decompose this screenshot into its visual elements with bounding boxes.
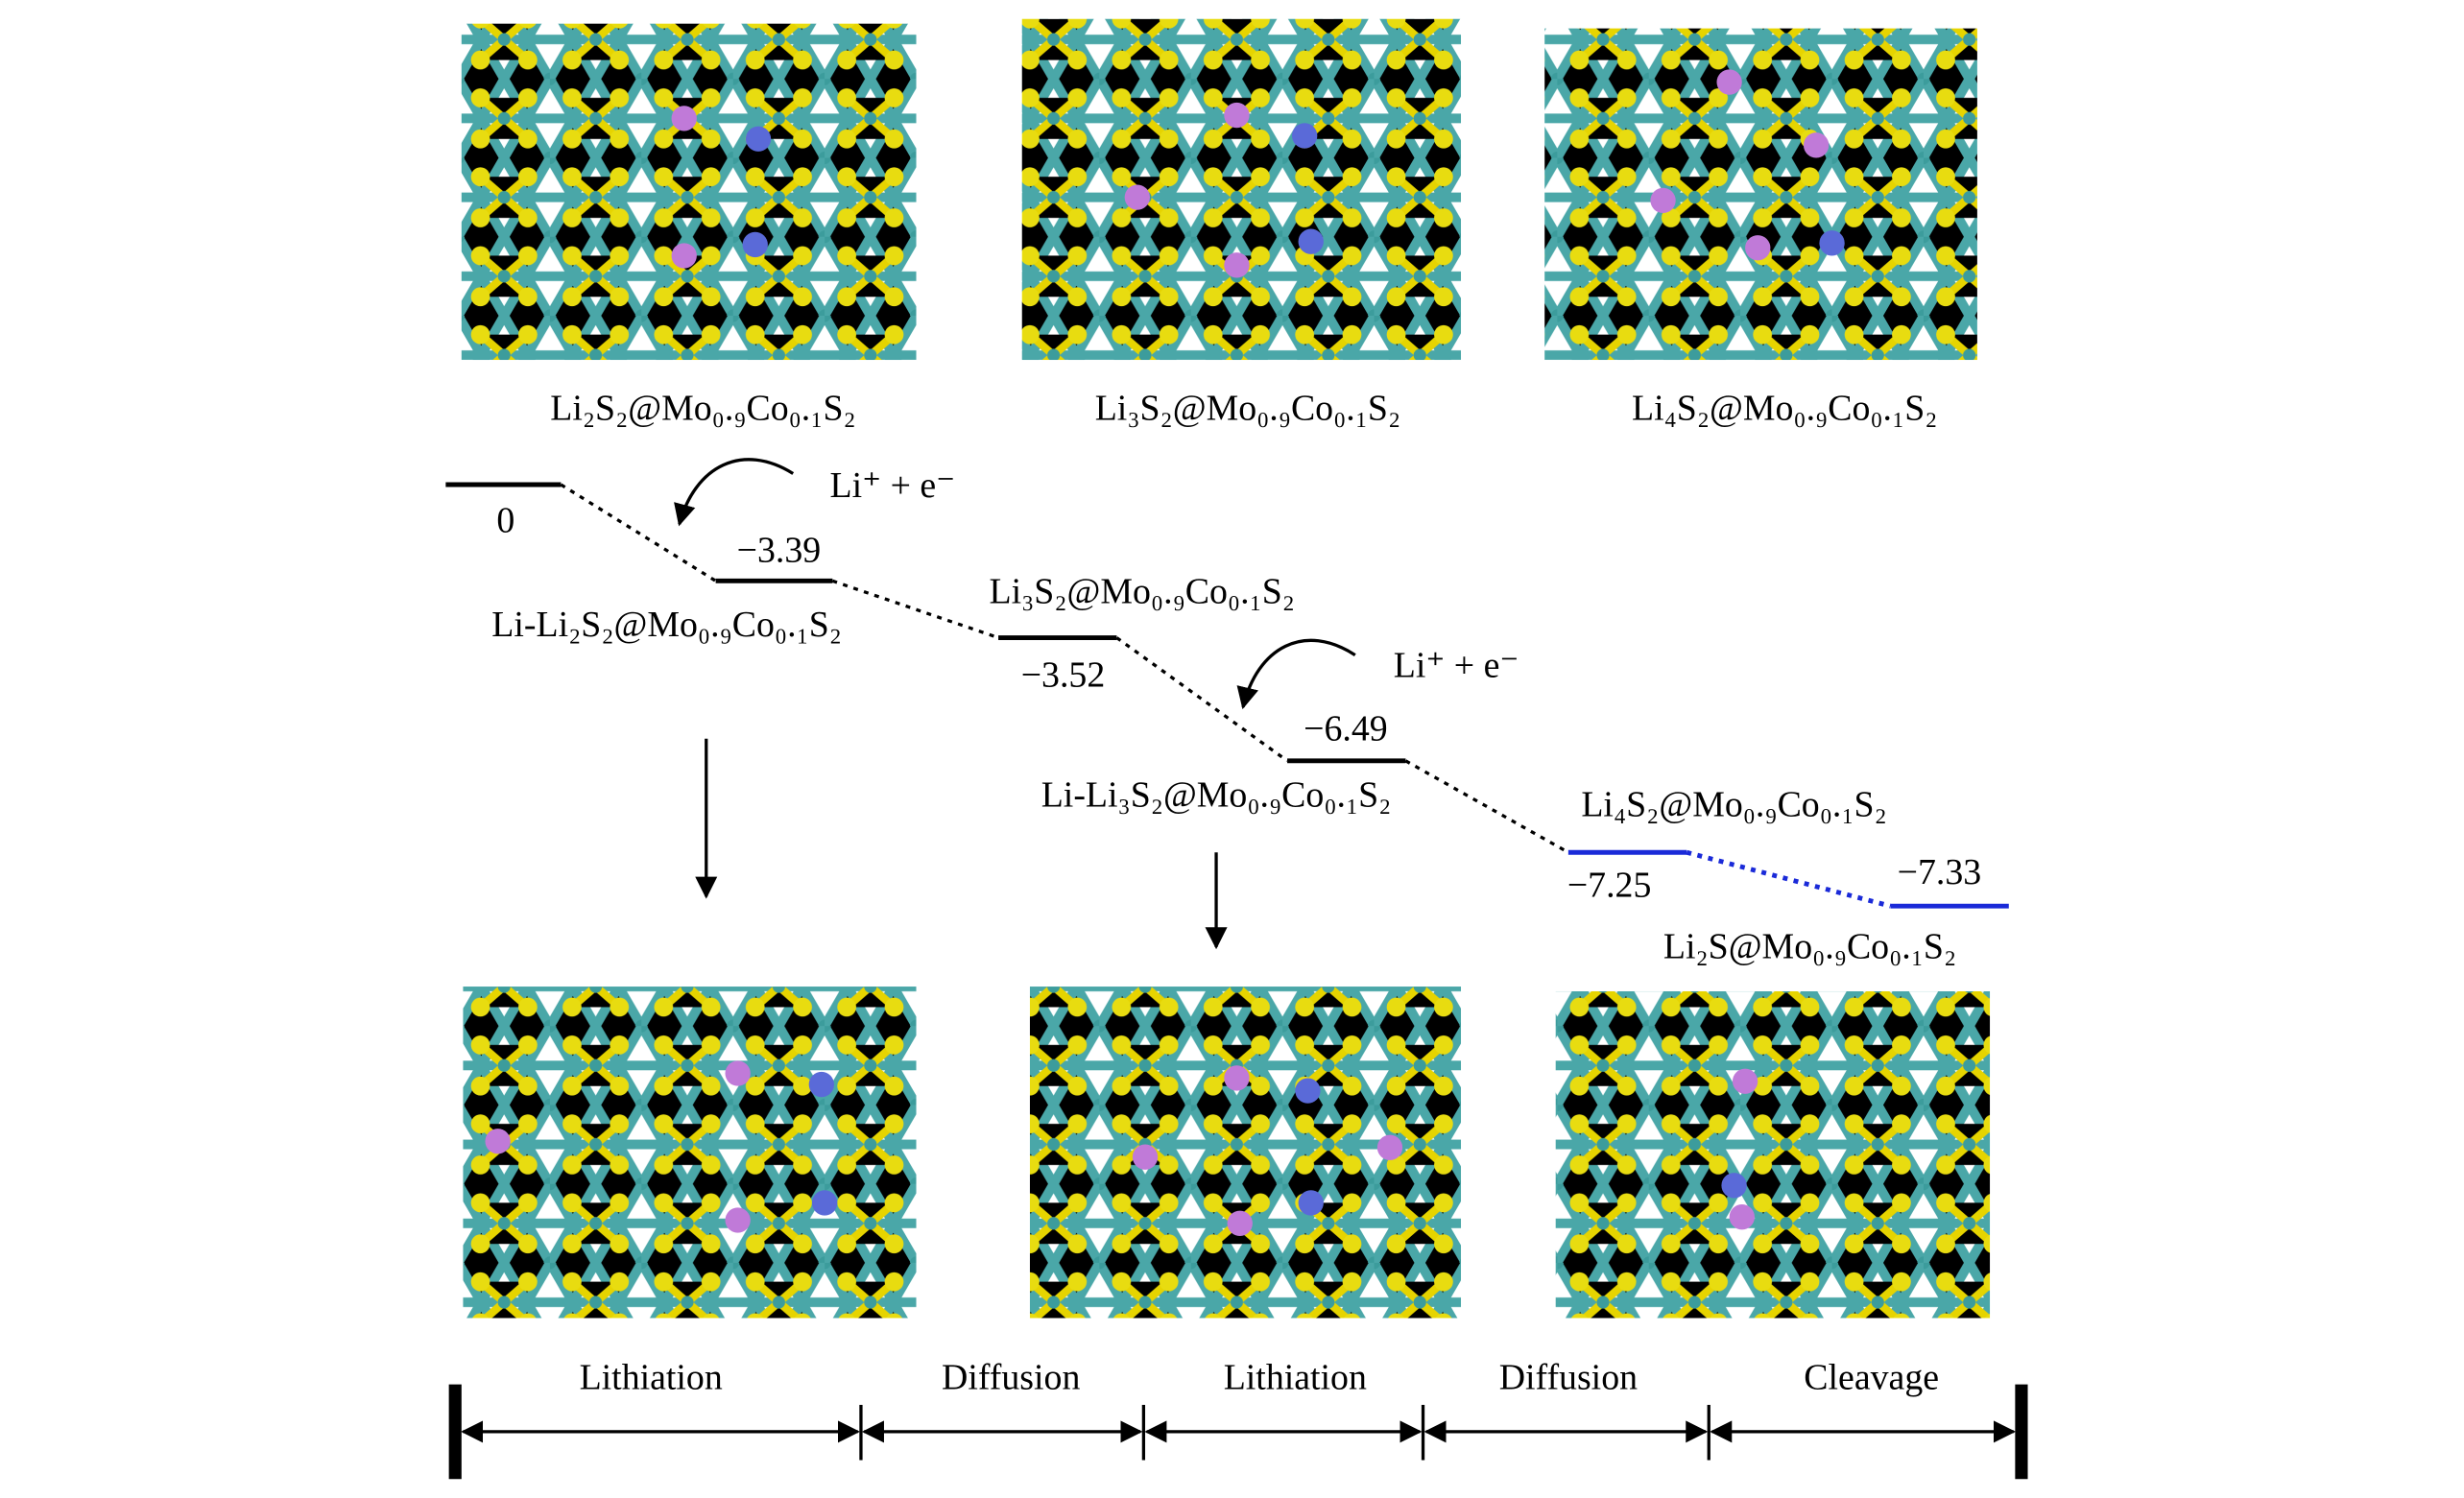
energy-label: 0 [496,500,514,540]
connector [560,483,717,583]
state-label: Li₂S@Mo₀.₉Co₀.₁S₂ [1663,926,1956,966]
stage-bar [448,1384,2028,1480]
reaction-label: Li⁺ + e⁻ [1394,646,1519,686]
structure-image [1555,990,1991,1319]
li-atoms [485,69,1830,1236]
connector [1686,849,1892,909]
stage-label: Lithiation [1224,1358,1367,1398]
state-label: Li-Li₂S₂@Mo₀.₉Co₀.₁S₂ [491,605,842,645]
energy-label: −3.52 [1021,655,1106,696]
stage-label: Cleavage [1804,1358,1939,1398]
energy-label: −3.39 [737,531,822,571]
structure-image [1544,28,1977,361]
stage-label: Lithiation [580,1358,723,1398]
state-label: Li₃S₂@Mo₀.₉Co₀.₁S₂ [990,571,1295,611]
reaction-arrow [1236,638,1356,710]
connector [1115,636,1289,763]
connector [1404,759,1569,854]
structure-panels [461,18,1991,1319]
energy-label: −7.25 [1567,865,1652,905]
stage-label: Diffusion [942,1358,1080,1398]
state-label: Li-Li₃S₂@Mo₀.₉Co₀.₁S₂ [1041,775,1392,816]
connector [831,579,999,640]
structure-label: Li₄S₂@Mo₀.₉Co₀.₁S₂ [1632,389,1937,429]
structure-label: Li₃S₂@Mo₀.₉Co₀.₁S₂ [1095,389,1400,429]
structure-image [1021,18,1462,361]
connectors [560,483,1892,909]
state-label: Li₄S₂@Mo₀.₉Co₀.₁S₂ [1581,784,1886,824]
stage-label: Diffusion [1499,1358,1638,1398]
structure-image [461,23,917,361]
reaction-arrow [674,458,795,527]
energy-label: −6.49 [1304,708,1388,749]
energy-label: −7.33 [1898,852,1982,892]
co-atoms [742,123,1845,1216]
levels [445,482,2009,909]
structure-image [463,987,917,1319]
structure-label: Li₂S₂@Mo₀.₉Co₀.₁S₂ [550,389,855,429]
reaction-label: Li⁺ + e⁻ [830,465,956,506]
